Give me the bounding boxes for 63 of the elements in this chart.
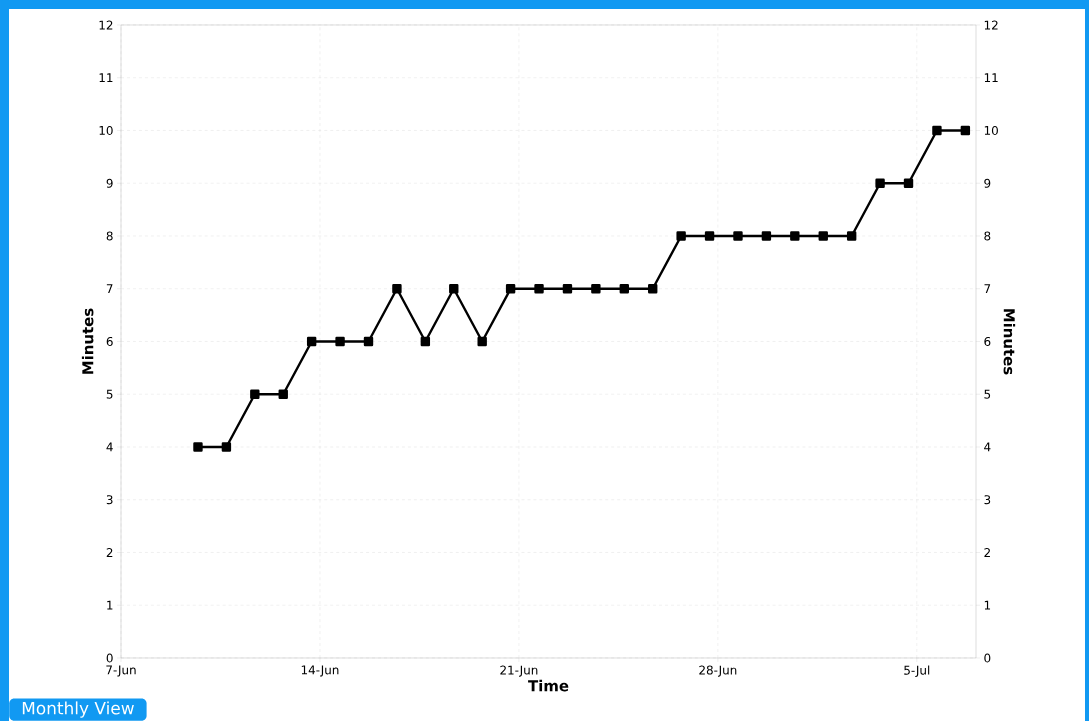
point xyxy=(875,178,885,188)
y-tick-label: 11 xyxy=(99,73,113,83)
point xyxy=(903,178,914,188)
y2-tick-label: 4 xyxy=(984,442,991,452)
x-tick-label: 7-Jun xyxy=(106,665,136,677)
x-tick-label: 14-Jun xyxy=(301,665,339,677)
point xyxy=(790,231,800,241)
x-axis-title: Time xyxy=(528,679,569,692)
point xyxy=(818,231,828,241)
text: Monthly View xyxy=(22,701,134,718)
point xyxy=(392,284,402,294)
point xyxy=(335,336,345,347)
point xyxy=(477,336,487,347)
y2-tick-label: 3 xyxy=(984,495,991,505)
y2-tick-label: 9 xyxy=(984,178,991,188)
point xyxy=(733,231,743,241)
y-tick-label: 3 xyxy=(106,495,113,505)
y2-tick-label: 1 xyxy=(984,600,991,610)
point xyxy=(221,442,232,452)
point xyxy=(306,336,317,347)
y-tick-label: 6 xyxy=(106,336,113,347)
point xyxy=(676,231,686,241)
point xyxy=(278,389,288,399)
y-tick-label: 4 xyxy=(106,442,113,452)
point xyxy=(648,284,658,294)
point xyxy=(534,284,544,294)
y-tick-label: 7 xyxy=(106,284,113,294)
y-tick-label: 12 xyxy=(99,20,113,30)
y2-tick-label: 7 xyxy=(984,284,991,294)
y2-tick-label: 6 xyxy=(984,336,991,347)
y2-axis-title: Minutes xyxy=(1003,309,1016,375)
y2-tick-label: 10 xyxy=(984,125,998,136)
y-tick-label: 5 xyxy=(106,389,113,399)
x-tick-label: 28-Jun xyxy=(699,665,737,677)
point xyxy=(619,284,629,294)
point xyxy=(250,389,260,399)
y2-tick-label: 5 xyxy=(984,389,991,399)
y-tick-label: 1 xyxy=(107,600,113,610)
point xyxy=(591,284,601,294)
point xyxy=(363,336,374,347)
x-tick-label: 5-Jul xyxy=(904,665,930,677)
y2-tick-label: 11 xyxy=(984,73,998,83)
point xyxy=(761,231,772,241)
y-tick-label: 2 xyxy=(106,548,113,557)
y-tick-label: 10 xyxy=(99,125,113,136)
y2-tick-label: 8 xyxy=(984,231,991,241)
point xyxy=(562,284,573,294)
point xyxy=(704,231,715,241)
x-tick-label: 21-Jun xyxy=(500,665,538,677)
y2-tick-label: 12 xyxy=(984,20,998,30)
y-tick-label: 9 xyxy=(106,178,113,188)
point xyxy=(420,336,431,347)
y-tick-label: 8 xyxy=(106,231,113,241)
point xyxy=(193,442,203,452)
y-tick-label: 0 xyxy=(106,653,113,663)
y-axis-title: Minutes xyxy=(81,308,94,374)
point xyxy=(505,284,516,294)
point xyxy=(449,284,459,294)
y2-tick-label: 2 xyxy=(984,548,990,557)
point xyxy=(960,125,971,136)
point xyxy=(846,231,857,241)
y2-tick-label: 0 xyxy=(984,653,991,663)
point xyxy=(932,125,942,136)
